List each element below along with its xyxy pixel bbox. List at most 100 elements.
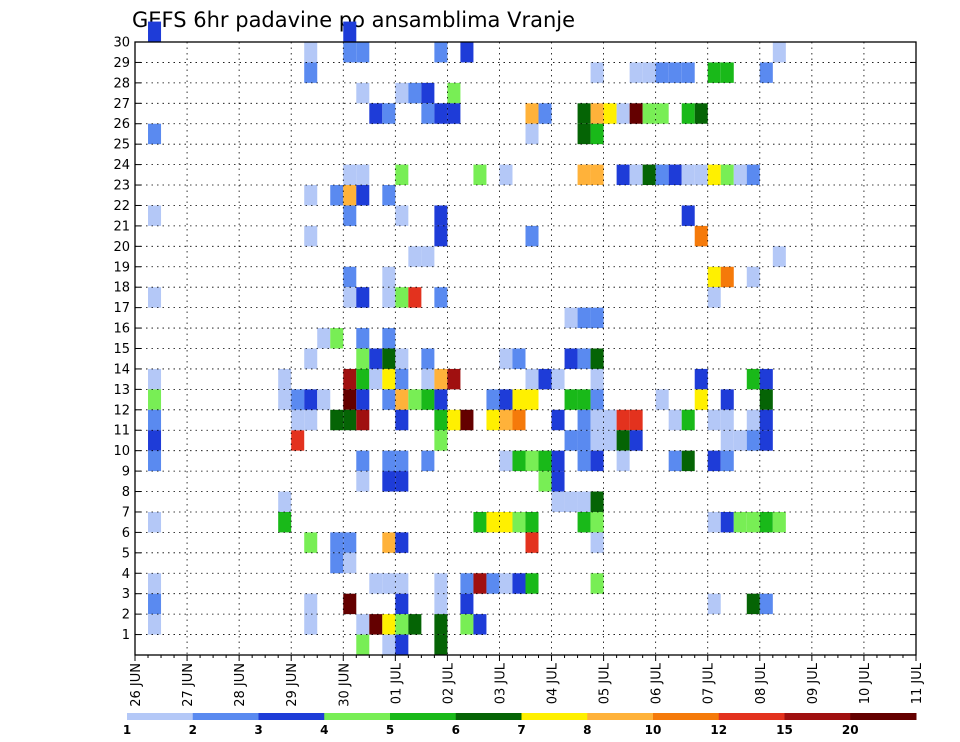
heatmap-cell xyxy=(148,389,162,410)
heatmap-cell xyxy=(395,348,409,369)
heatmap-cell xyxy=(382,634,396,655)
y-tick-label: 6 xyxy=(122,526,130,541)
heatmap-cell xyxy=(356,409,370,431)
heatmap-cell xyxy=(564,307,578,329)
heatmap-cell xyxy=(655,389,669,410)
heatmap-cell xyxy=(343,266,357,288)
heatmap-cell xyxy=(434,287,448,308)
heatmap-cell xyxy=(499,389,513,410)
heatmap-cell xyxy=(395,532,409,553)
y-tick-label: 13 xyxy=(113,383,130,398)
colorbar: 1 2 3 4 5 6 7 8 10 12 15 20 xyxy=(123,713,917,737)
heatmap-cell xyxy=(525,573,539,594)
heatmap-cell xyxy=(512,450,526,472)
heatmap-cell xyxy=(564,389,578,410)
y-tick-label: 21 xyxy=(113,219,130,234)
heatmap-cell xyxy=(525,123,539,145)
heatmap-cell xyxy=(512,389,526,410)
heatmap-cell xyxy=(577,389,591,410)
heatmap-cell xyxy=(577,123,591,145)
colorbar-label: 1 xyxy=(123,723,131,737)
colorbar-swatch xyxy=(653,713,720,720)
heatmap-cell xyxy=(512,511,526,533)
heatmap-cell xyxy=(525,511,539,533)
heatmap-cell xyxy=(694,389,708,410)
heatmap-cell xyxy=(590,389,604,410)
heatmap-cell xyxy=(720,450,734,472)
heatmap-cell xyxy=(759,389,773,410)
colorbar-swatch xyxy=(587,713,654,720)
heatmap-cell xyxy=(148,450,162,472)
x-tick-label: 28 JUN xyxy=(233,663,248,707)
heatmap-cell xyxy=(551,368,565,390)
heatmap-cell xyxy=(278,368,292,390)
heatmap-cell xyxy=(473,164,487,186)
heatmap-cell xyxy=(525,532,539,553)
heatmap-cell xyxy=(720,511,734,533)
heatmap-cell xyxy=(668,409,682,431)
heatmap-cell xyxy=(551,409,565,431)
heatmap-cell xyxy=(434,593,448,615)
heatmap-cell xyxy=(577,450,591,472)
heatmap-cell xyxy=(382,103,396,124)
heatmap-cell xyxy=(694,225,708,247)
heatmap-cell xyxy=(707,164,721,186)
heatmap-cell xyxy=(499,511,513,533)
heatmap-cell xyxy=(369,573,383,594)
colorbar-swatch xyxy=(127,713,194,720)
x-tick-label: 29 JUN xyxy=(285,663,300,707)
heatmap-cell xyxy=(720,62,734,83)
x-tick-label: 27 JUN xyxy=(181,663,196,707)
heatmap-cell xyxy=(551,450,565,472)
heatmap-cell xyxy=(460,42,474,63)
heatmap-cell xyxy=(486,389,500,410)
heatmap-cell xyxy=(304,409,318,431)
heatmap-cell xyxy=(577,164,591,186)
heatmap-cell xyxy=(343,552,357,574)
heatmap-cell xyxy=(668,164,682,186)
heatmap-cell xyxy=(382,471,396,492)
heatmap-cell xyxy=(460,409,474,431)
heatmap-cell xyxy=(395,205,409,226)
heatmap-cell xyxy=(720,389,734,410)
heatmap-cell xyxy=(616,430,630,451)
heatmap-cell xyxy=(330,409,344,431)
heatmap-cell xyxy=(759,430,773,451)
heatmap-cell xyxy=(538,450,552,472)
heatmap-cell xyxy=(772,511,786,533)
x-tick-label: 30 JUN xyxy=(337,663,352,707)
heatmap-cell xyxy=(538,471,552,492)
heatmap-cell xyxy=(629,164,643,186)
y-tick-label: 11 xyxy=(113,424,130,439)
heatmap-cell xyxy=(564,348,578,369)
y-tick-label: 10 xyxy=(113,444,130,459)
heatmap-cell xyxy=(707,511,721,533)
heatmap-cell xyxy=(590,123,604,145)
colorbar-label: 6 xyxy=(452,723,460,737)
heatmap-cell xyxy=(395,164,409,186)
heatmap-cell xyxy=(681,103,695,124)
y-tick-label: 16 xyxy=(113,322,130,337)
heatmap-cell xyxy=(304,389,318,410)
heatmap-cell xyxy=(408,246,422,267)
x-tick-label: 26 JUN xyxy=(129,663,144,707)
y-tick-label: 4 xyxy=(122,567,130,582)
y-tick-label: 23 xyxy=(113,179,130,194)
heatmap-cell xyxy=(343,532,357,553)
heatmap-cell xyxy=(434,368,448,390)
heatmap-cell xyxy=(772,246,786,267)
y-tick-label: 27 xyxy=(113,97,130,112)
y-tick-label: 20 xyxy=(113,240,130,255)
heatmap-cell xyxy=(460,614,474,635)
heatmap-cell xyxy=(356,82,370,104)
heatmap-cell xyxy=(525,450,539,472)
heatmap-cell xyxy=(148,593,162,615)
heatmap-cell xyxy=(148,409,162,431)
heatmap-cell xyxy=(564,430,578,451)
heatmap-cell xyxy=(473,614,487,635)
heatmap-cell xyxy=(434,103,448,124)
heatmap-cell xyxy=(408,389,422,410)
heatmap-cell xyxy=(577,511,591,533)
heatmap-cell xyxy=(291,409,305,431)
heatmap-cell xyxy=(382,328,396,349)
